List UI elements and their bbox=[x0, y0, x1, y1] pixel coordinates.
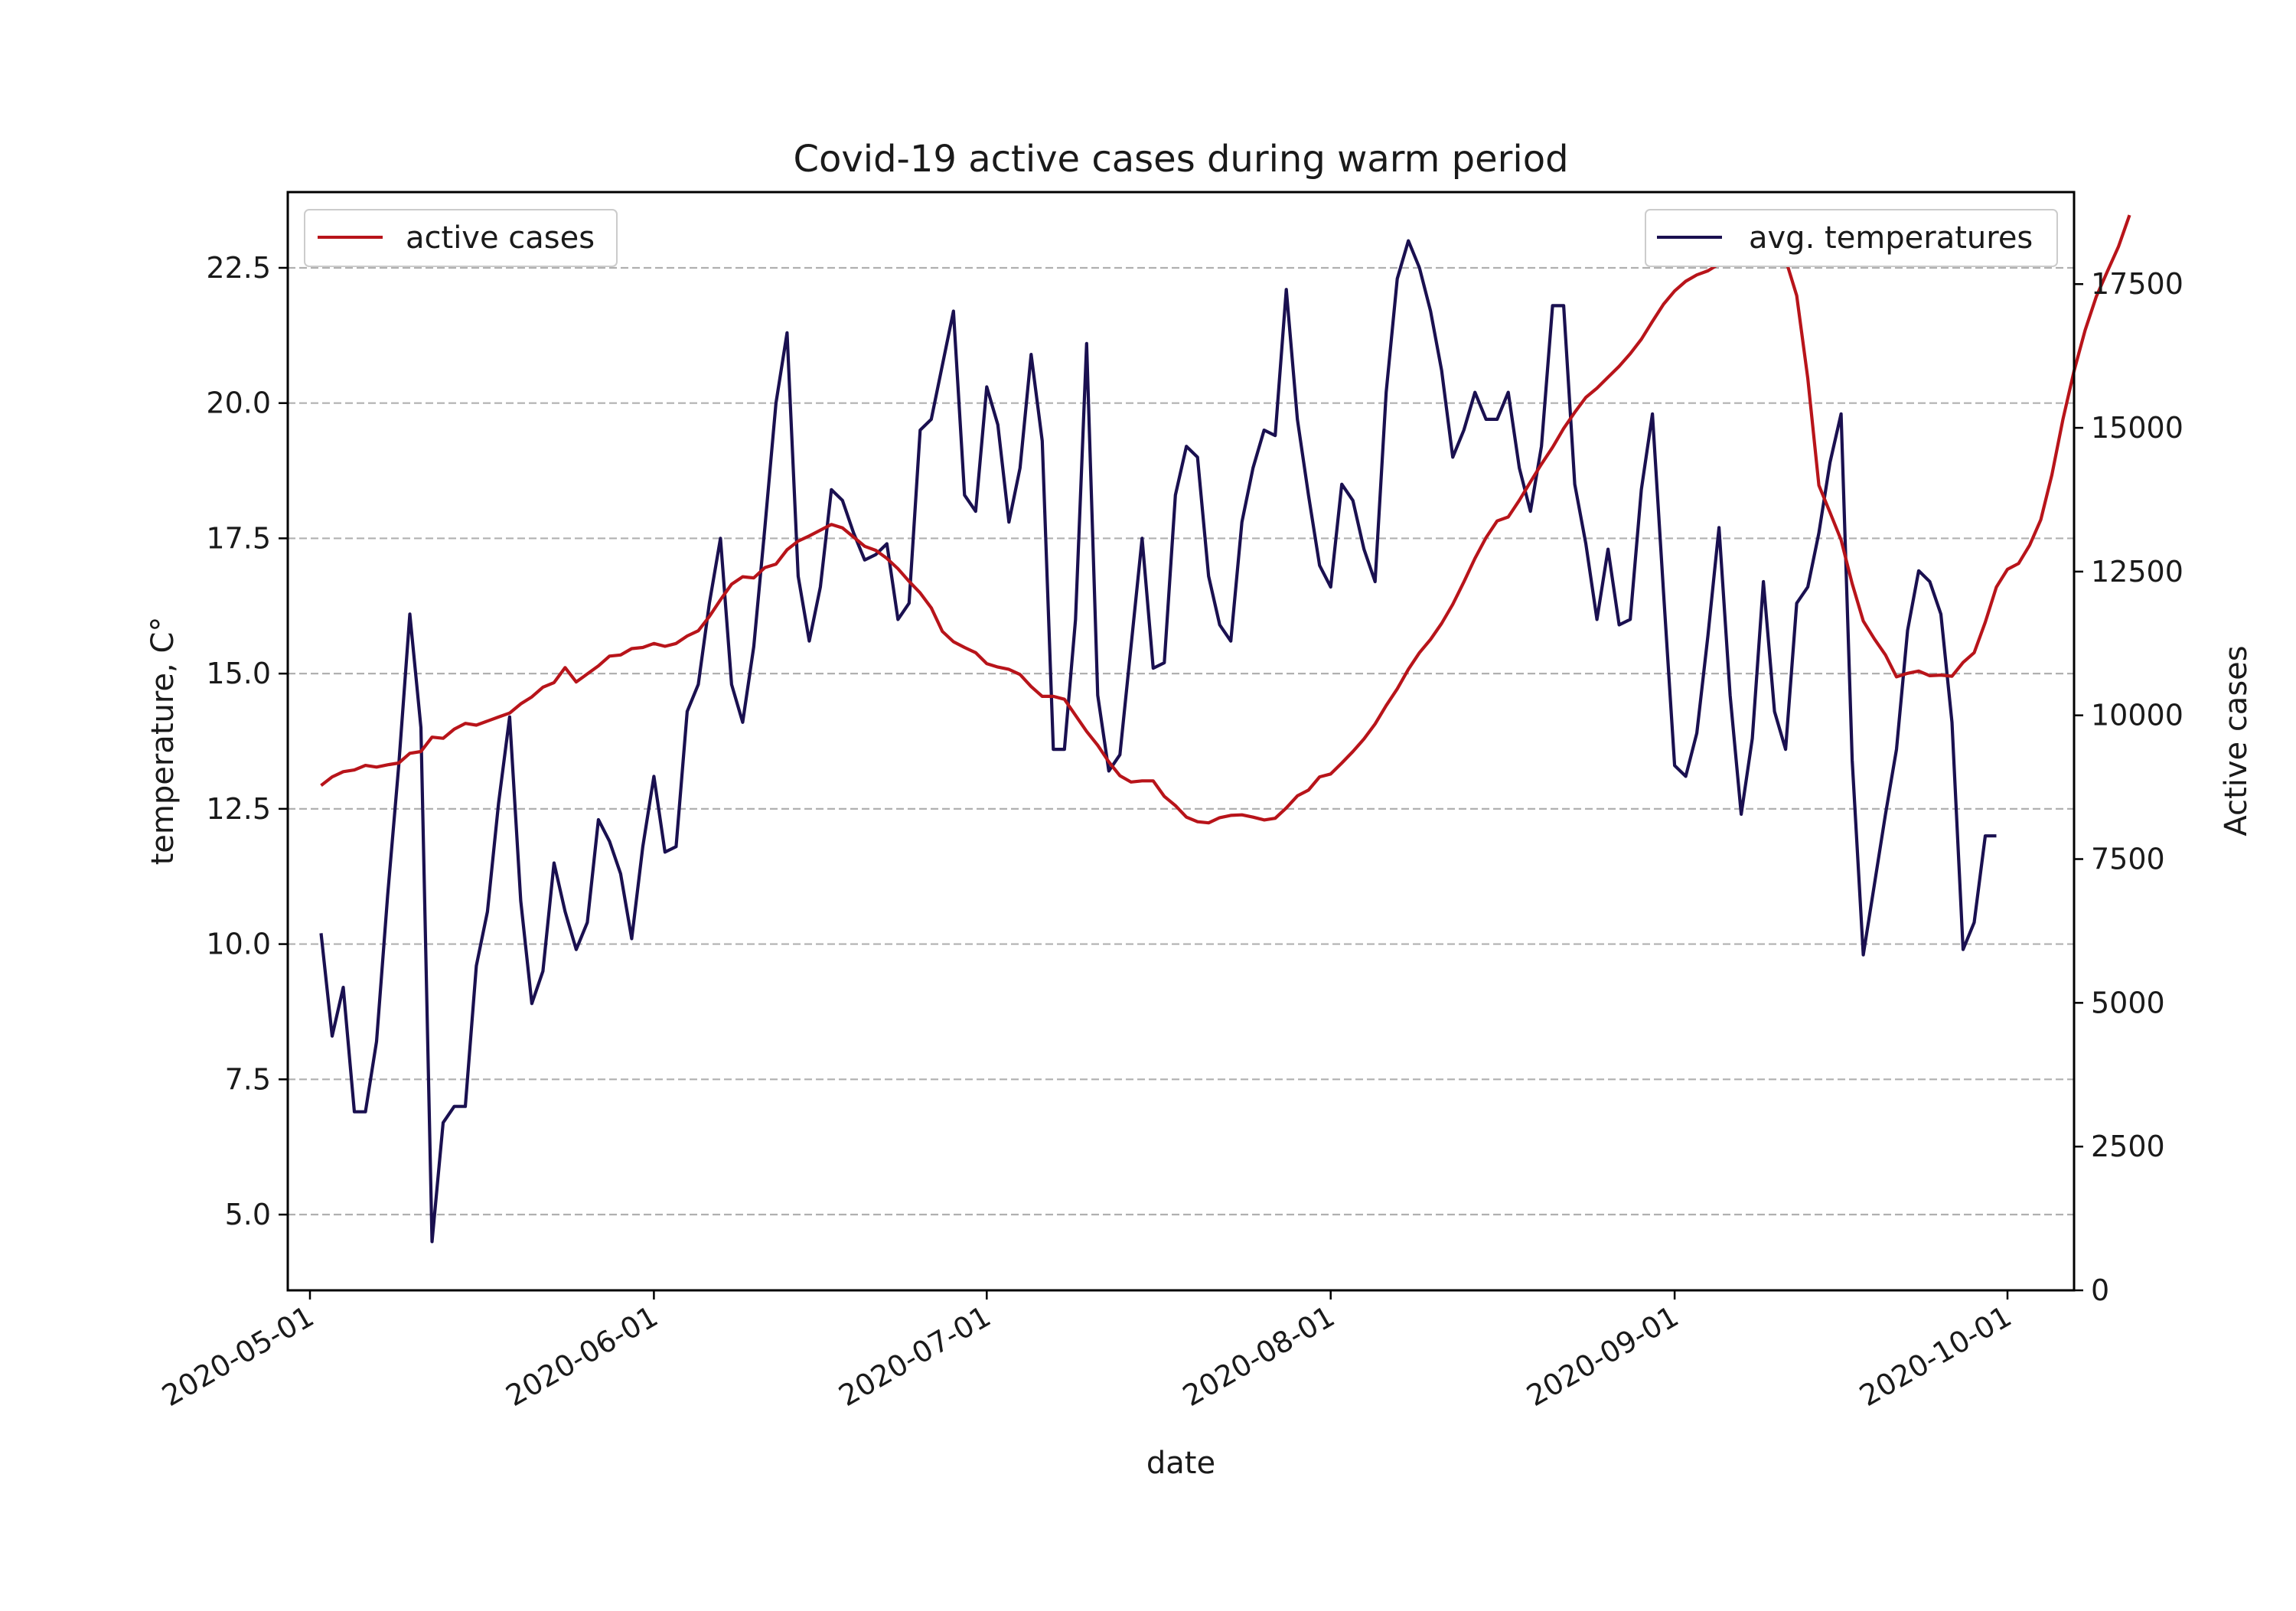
series-lines bbox=[319, 214, 2131, 1244]
x-axis-label: date bbox=[1146, 1446, 1215, 1481]
series-avg-temperatures-line bbox=[319, 239, 1997, 1244]
plot-frame bbox=[286, 191, 2076, 1292]
y-right-tick-label: 12500 bbox=[2091, 555, 2183, 589]
y-right-tick-label: 0 bbox=[2091, 1273, 2109, 1307]
grid-lines bbox=[288, 266, 2074, 1216]
legend-avg-temperatures-box bbox=[1645, 209, 2058, 267]
chart-title: Covid-19 active cases during warm period bbox=[793, 138, 1568, 181]
y-left-tick-label: 15.0 bbox=[206, 657, 271, 690]
y-left-tick-label: 10.0 bbox=[206, 928, 271, 961]
y-left-tick-label: 7.5 bbox=[225, 1062, 271, 1096]
y-right-tick-label: 17500 bbox=[2091, 267, 2183, 301]
y-axis-left: 5.0 7.5 10.0 12.5 15.0 17.5 20.0 22.5 bbox=[206, 251, 288, 1231]
y-right-tick-label: 10000 bbox=[2091, 699, 2183, 732]
y-right-tick-label: 2500 bbox=[2091, 1130, 2165, 1163]
legend-active-cases-label: active cases bbox=[406, 220, 595, 256]
legend-avg-temperatures-label: avg. temperatures bbox=[1749, 220, 2033, 256]
y-axis-right: 0 2500 5000 7500 10000 12500 15000 17500 bbox=[2074, 267, 2183, 1307]
series-active-cases-line bbox=[320, 214, 2131, 825]
y-axis-left-label: temperature, C° bbox=[145, 617, 181, 866]
y-right-tick-label: 15000 bbox=[2091, 411, 2183, 445]
y-left-tick-label: 5.0 bbox=[225, 1198, 271, 1231]
y-right-tick-label: 7500 bbox=[2091, 843, 2165, 876]
y-axis-right-label: Active cases bbox=[2219, 645, 2254, 836]
y-right-tick-label: 5000 bbox=[2091, 986, 2165, 1019]
y-left-tick-label: 20.0 bbox=[206, 386, 271, 420]
legend-avg-temperatures: avg. temperatures bbox=[1645, 209, 2058, 267]
y-left-tick-label: 12.5 bbox=[206, 792, 271, 826]
legend-active-cases: active cases bbox=[304, 209, 618, 267]
legend-active-cases-box bbox=[304, 209, 618, 267]
y-left-tick-label: 22.5 bbox=[206, 251, 271, 285]
y-left-tick-label: 17.5 bbox=[206, 521, 271, 555]
